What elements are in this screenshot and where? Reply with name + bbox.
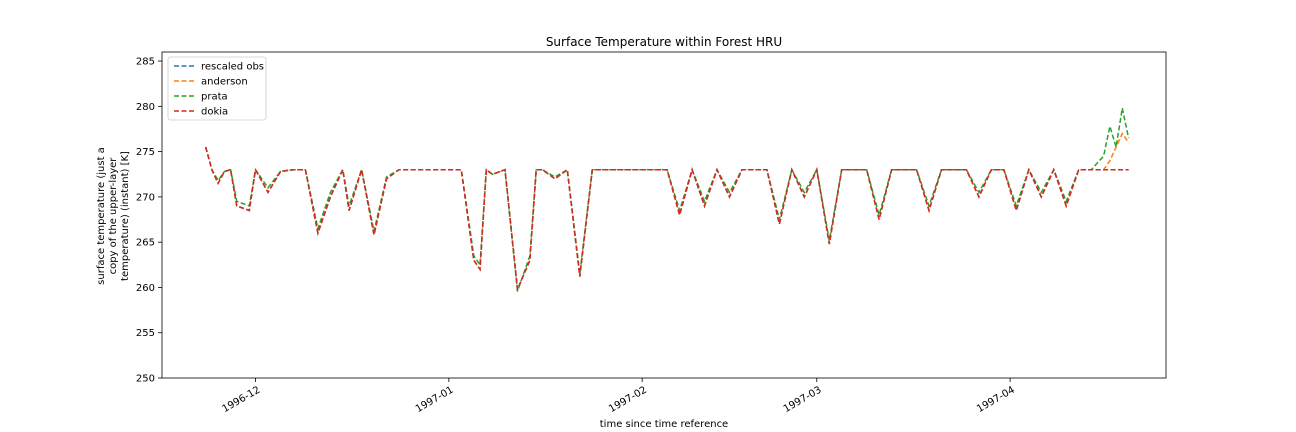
x-tick-label: 1997-01 (414, 385, 456, 415)
y-tick-label: 260 (136, 283, 155, 294)
series-line-4 (204, 146, 1129, 293)
x-tick-label: 1996-12 (221, 385, 263, 415)
y-axis-label: surface temperature (just a copy of the … (96, 147, 131, 285)
x-tick-label: 1997-04 (975, 385, 1017, 415)
legend-label: dokia (201, 107, 228, 118)
y-tick-label: 255 (136, 328, 155, 339)
x-axis-label: time since time reference (600, 419, 728, 430)
x-tick-label: 1997-03 (782, 385, 824, 415)
y-axis-label-line-3: temperature) (instant) [K] (120, 151, 131, 281)
y-tick-label: 270 (136, 192, 155, 203)
y-tick-label: 250 (136, 374, 155, 385)
axes: 250 255 260 265 270 275 280 285 1996-12 1997-01 19… (136, 51, 1167, 415)
legend-box (167, 56, 267, 121)
plot-area (204, 107, 1130, 293)
y-axis-label-line-2: copy of the upper-layer (108, 157, 119, 275)
plot-frame (161, 51, 1167, 379)
series-line-3 (204, 107, 1130, 292)
legend-label: rescaled obs (201, 62, 264, 73)
chart-title: Surface Temperature within Forest HRU (546, 35, 782, 49)
series-line-2 (204, 131, 1130, 293)
y-tick-label: 275 (136, 147, 155, 158)
x-tick-label: 1997-02 (607, 385, 649, 415)
legend-label: prata (201, 92, 228, 103)
legend-label: anderson (201, 77, 248, 88)
y-tick-label: 280 (136, 102, 155, 113)
series-line-1 (204, 146, 1129, 293)
y-tick-label: 265 (136, 238, 155, 249)
legend: rescaled obs anderson prata dokia (167, 56, 267, 121)
y-axis-label-line-1: surface temperature (just a (96, 147, 107, 285)
y-tick-label: 285 (136, 57, 155, 68)
